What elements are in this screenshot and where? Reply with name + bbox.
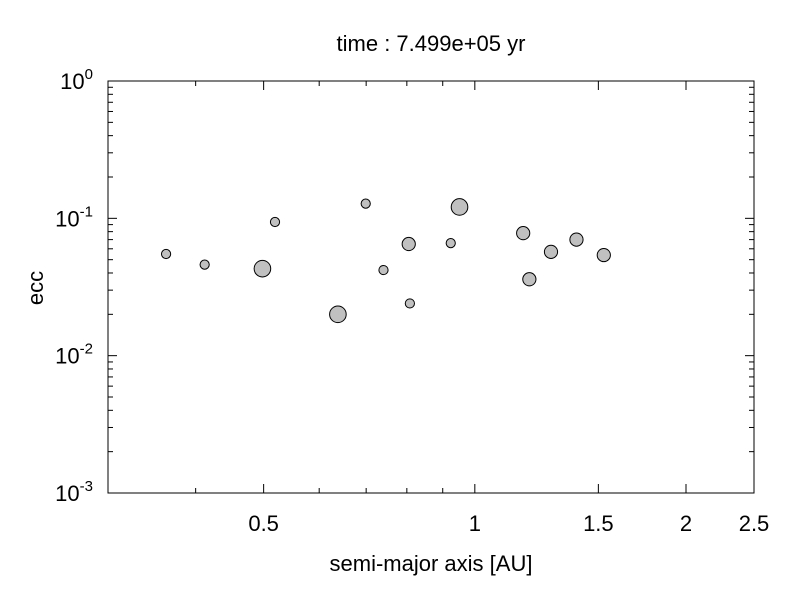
x-axis: 0.5 1 1.5 2 2.5 <box>107 81 770 536</box>
x-axis-label: semi-major axis [AU] <box>330 551 533 576</box>
scatter-point <box>253 259 272 278</box>
chart-title: time : 7.499e+05 yr <box>337 31 526 56</box>
scatter-point <box>450 198 469 216</box>
scatter-point <box>569 232 584 247</box>
x-tick-label: 1 <box>469 511 481 536</box>
scatter-point <box>269 216 281 228</box>
scatter-point <box>199 259 210 270</box>
scatter-point <box>516 226 531 241</box>
y-tick-label: 10-1 <box>55 203 93 231</box>
y-tick-label: 10-3 <box>55 478 93 506</box>
y-tick-label: 100 <box>60 66 93 94</box>
scatter-point <box>543 244 559 259</box>
y-axis-label: ecc <box>23 271 48 305</box>
data-points <box>160 198 611 324</box>
scatter-point <box>360 198 371 209</box>
x-tick-label: 1.5 <box>583 511 614 536</box>
scatter-point <box>445 238 456 249</box>
scatter-point <box>522 272 537 287</box>
x-tick-label: 0.5 <box>248 511 279 536</box>
scatter-point <box>160 248 172 260</box>
plot-area <box>107 80 755 494</box>
plot-frame <box>107 80 755 494</box>
x-tick-label: 2 <box>680 511 692 536</box>
scatter-point <box>378 264 389 276</box>
scatter-point <box>596 247 611 263</box>
scatter-point <box>401 236 416 252</box>
y-tick-label: 10-2 <box>55 341 93 369</box>
scatter-point <box>404 298 415 309</box>
y-axis: 100 10-1 10-2 10-3 <box>55 66 754 506</box>
x-tick-label: 2.5 <box>739 511 770 536</box>
scatter-point <box>329 305 347 324</box>
